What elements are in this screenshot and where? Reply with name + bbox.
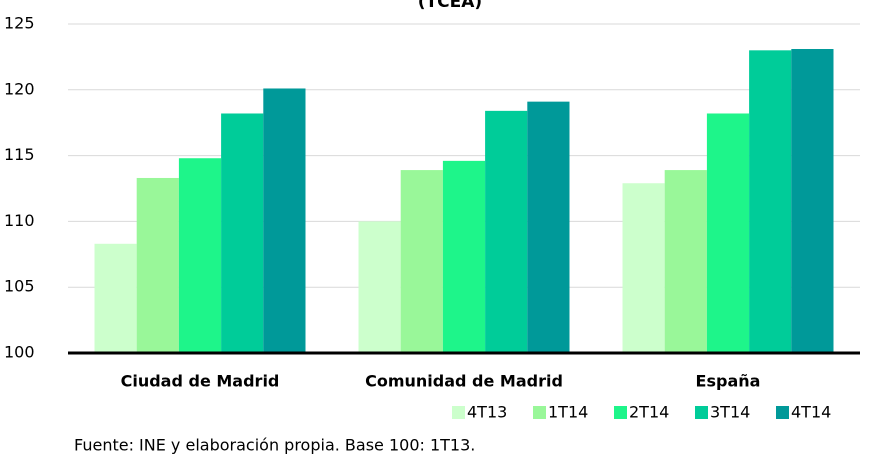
y-tick-label: 125	[4, 14, 35, 33]
x-tick-label: Comunidad de Madrid	[365, 372, 563, 391]
x-tick-label: Ciudad de Madrid	[121, 372, 280, 391]
y-tick-label: 105	[4, 277, 35, 296]
legend-label: 1T14	[548, 403, 588, 422]
legend-swatch	[533, 406, 546, 419]
legend-swatch	[776, 406, 789, 419]
bar	[527, 101, 570, 353]
source-note: Fuente: INE y elaboración propia. Base 1…	[74, 436, 475, 455]
bar	[485, 110, 528, 353]
y-tick-label: 120	[4, 79, 35, 98]
legend-swatch	[452, 406, 465, 419]
legend-label: 4T14	[791, 403, 831, 422]
bar	[136, 177, 179, 353]
bar	[221, 113, 264, 353]
bar	[178, 158, 222, 353]
bar	[791, 49, 834, 354]
bar	[622, 183, 665, 353]
legend-label: 2T14	[629, 403, 669, 422]
legend-swatch	[695, 406, 708, 419]
y-tick-label: 100	[4, 343, 35, 362]
chart-title: (TCEA)	[418, 0, 482, 12]
bar	[749, 50, 792, 353]
bar	[94, 243, 137, 353]
bar	[400, 170, 443, 353]
y-tick-label: 115	[4, 145, 35, 164]
bar	[442, 160, 486, 353]
y-tick-label: 110	[4, 211, 35, 230]
legend-swatch	[614, 406, 627, 419]
bar	[706, 113, 750, 353]
bar	[664, 170, 707, 353]
x-tick-label: España	[696, 372, 761, 391]
legend-label: 4T13	[467, 403, 507, 422]
legend-label: 3T14	[710, 403, 750, 422]
bar	[263, 88, 306, 353]
bar	[358, 221, 401, 353]
